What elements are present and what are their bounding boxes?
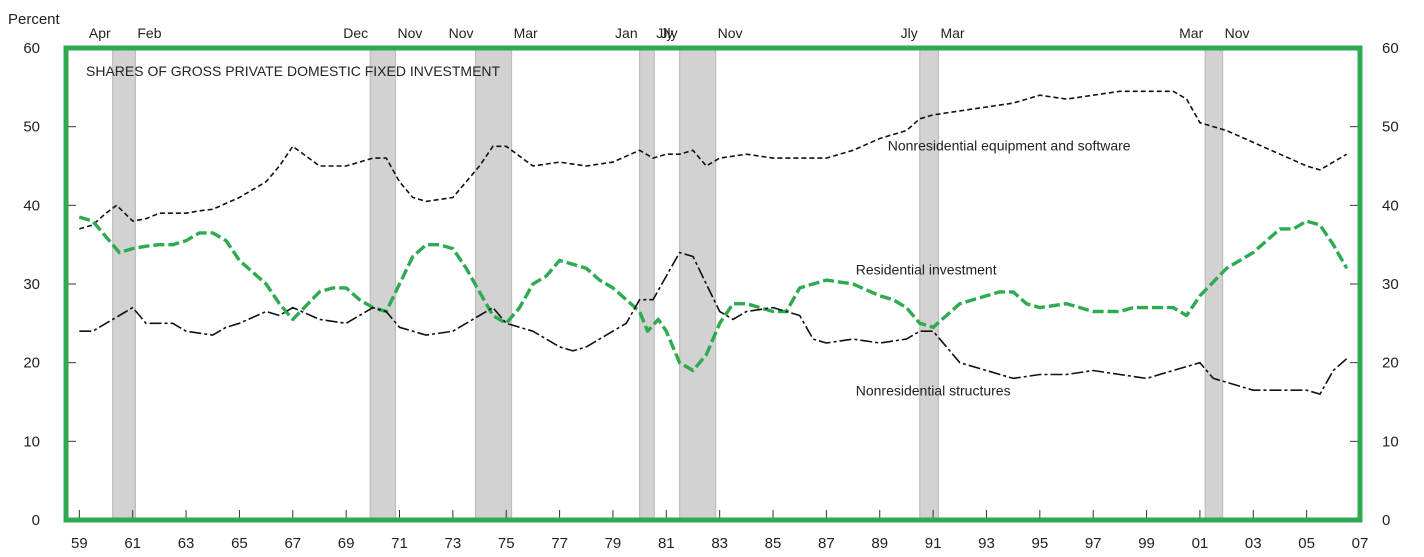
recession-end-label: Nov — [1225, 25, 1250, 41]
recession-band — [475, 48, 512, 520]
x-tick-label: 97 — [1085, 535, 1102, 552]
recession-end-label: Nov — [718, 25, 743, 41]
residential-investment-line — [78, 215, 1349, 373]
chart-title: SHARES OF GROSS PRIVATE DOMESTIC FIXED I… — [86, 63, 501, 79]
y-axis-label: Percent — [8, 11, 61, 28]
recession-band — [639, 48, 655, 520]
series-annotations: Nonresidential equipment and software Res… — [856, 137, 1131, 398]
recession-start-label: Jly — [901, 25, 918, 41]
x-tick-label: 05 — [1298, 535, 1315, 552]
x-tick-label: 77 — [551, 535, 568, 552]
y-tick-label-right: 40 — [1382, 197, 1399, 214]
x-tick-label: 83 — [711, 535, 728, 552]
x-tick-label: 65 — [231, 535, 248, 552]
x-tick-label: 59 — [71, 535, 88, 552]
y-tick-label-right: 0 — [1382, 512, 1390, 529]
y-tick-label-left: 0 — [32, 512, 40, 529]
recession-band — [112, 48, 136, 520]
x-axis-tick-labels: 59 61 63 65 67 69 71 73 75 77 79 81 83 85 87 89 91 93 95 97… — [71, 535, 1368, 552]
y-tick-label-right: 20 — [1382, 355, 1399, 372]
y-tick-label-left: 40 — [23, 197, 40, 214]
recession-end-label: Jly — [656, 25, 673, 41]
recession-end-label: Feb — [137, 25, 161, 41]
y-axis-tick-labels: 0 0 10 10 20 20 30 30 40 40 50 50 60 60 — [23, 40, 1398, 529]
nonresidential-structures-line — [79, 251, 1348, 395]
recession-band — [679, 48, 716, 520]
y-tick-label-left: 20 — [23, 355, 40, 372]
x-tick-label: 03 — [1245, 535, 1262, 552]
y-tick-label-right: 50 — [1382, 119, 1399, 136]
recession-start-label: Jly — [661, 25, 678, 41]
x-tick-label: 99 — [1138, 535, 1155, 552]
recession-shading — [112, 48, 1224, 520]
recession-band — [919, 48, 939, 520]
x-tick-label: 69 — [338, 535, 355, 552]
y-tick-label-right: 60 — [1382, 40, 1399, 57]
y-tick-label-right: 30 — [1382, 276, 1399, 293]
x-tick-label: 93 — [978, 535, 995, 552]
y-tick-label-left: 50 — [23, 119, 40, 136]
recession-end-label: Mar — [514, 25, 538, 41]
x-tick-label: 91 — [925, 535, 942, 552]
residential-investment-label: Residential investment — [856, 262, 997, 278]
x-tick-label: 01 — [1192, 535, 1209, 552]
equipment-software-line — [79, 90, 1348, 230]
data-series — [78, 90, 1349, 395]
y-tick-label-left: 60 — [23, 40, 40, 57]
recession-band — [1205, 48, 1223, 520]
recession-band — [370, 48, 396, 520]
x-tick-label: 07 — [1352, 535, 1369, 552]
x-tick-label: 87 — [818, 535, 835, 552]
recession-end-label: Nov — [398, 25, 423, 41]
x-tick-label: 81 — [658, 535, 675, 552]
x-tick-label: 95 — [1031, 535, 1048, 552]
x-tick-label: 79 — [605, 535, 622, 552]
y-tick-label-left: 30 — [23, 276, 40, 293]
recession-start-label: Jan — [615, 25, 638, 41]
recession-start-label: Dec — [343, 25, 368, 41]
recession-start-label: Nov — [449, 25, 474, 41]
plot-frame — [63, 45, 1363, 523]
x-tick-label: 89 — [871, 535, 888, 552]
x-tick-label: 67 — [284, 535, 301, 552]
x-tick-label: 61 — [124, 535, 141, 552]
x-tick-label: 73 — [445, 535, 462, 552]
y-tick-label-left: 10 — [23, 433, 40, 450]
y-tick-label-right: 10 — [1382, 433, 1399, 450]
recession-start-label: Apr — [89, 25, 111, 41]
x-tick-label: 75 — [498, 535, 515, 552]
recession-start-label: Mar — [1179, 25, 1203, 41]
x-tick-label: 85 — [765, 535, 782, 552]
recession-end-label: Mar — [940, 25, 964, 41]
x-tick-label: 71 — [391, 535, 408, 552]
x-tick-label: 63 — [178, 535, 195, 552]
nonresidential-structures-label: Nonresidential structures — [856, 383, 1011, 399]
equipment-software-label: Nonresidential equipment and software — [888, 137, 1131, 153]
